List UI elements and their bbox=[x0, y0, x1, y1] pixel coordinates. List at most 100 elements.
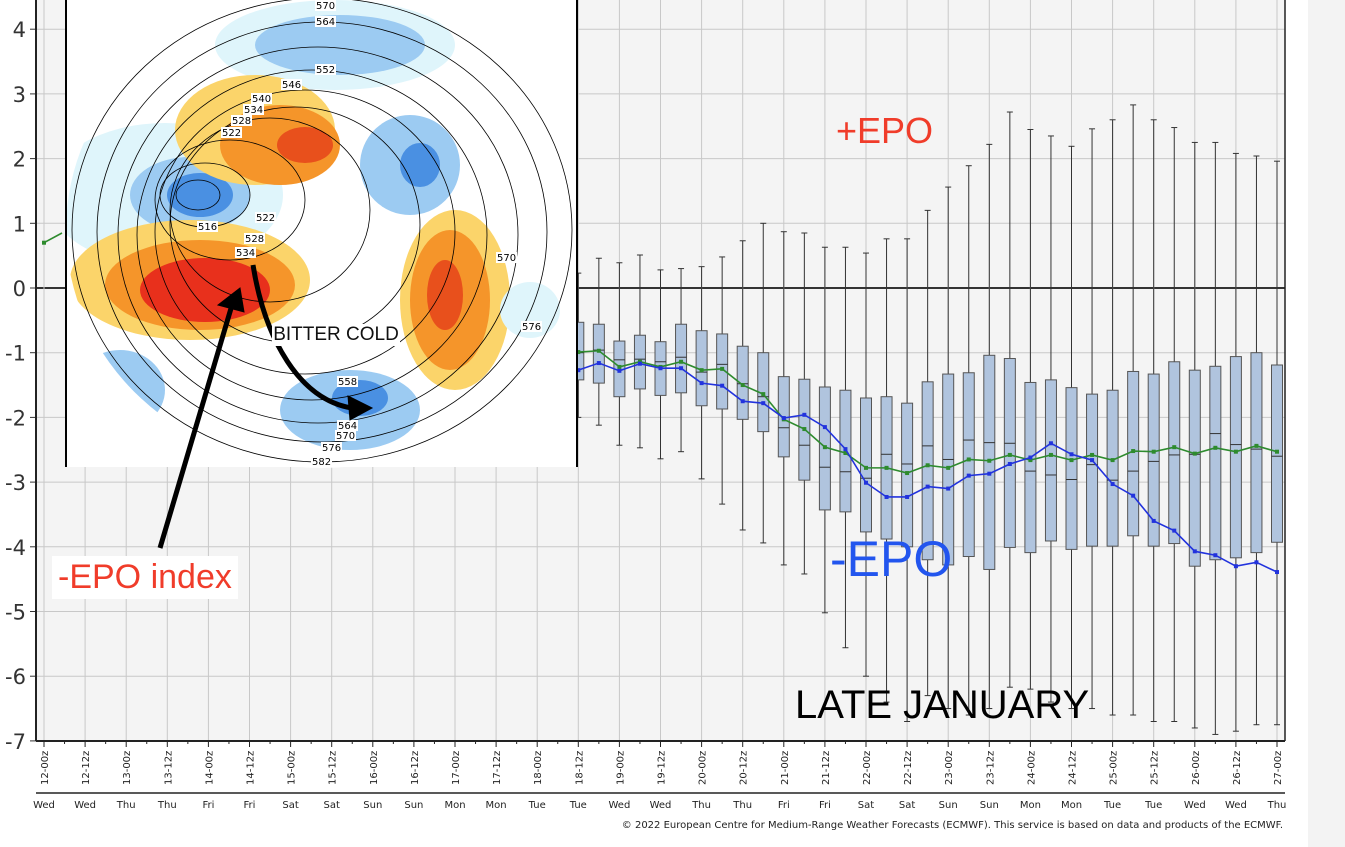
blue-series-point bbox=[637, 361, 642, 366]
y-tick-label: 3 bbox=[13, 83, 26, 107]
box bbox=[1229, 356, 1242, 559]
arrows bbox=[157, 264, 374, 549]
blue-series-point bbox=[1172, 528, 1177, 533]
x-day-label: Sun bbox=[404, 800, 423, 811]
green-series-point bbox=[699, 368, 704, 373]
contour-label-bg bbox=[315, 64, 336, 75]
y-tick-label: 4 bbox=[13, 18, 26, 42]
contour-label-bg bbox=[521, 321, 542, 332]
green-series-point bbox=[576, 350, 581, 355]
green-series-point bbox=[679, 359, 684, 364]
contour-label-bg bbox=[315, 0, 336, 11]
x-day-label: Thu bbox=[116, 800, 136, 811]
contour-label: 516 bbox=[198, 222, 217, 233]
contour-label: 564 bbox=[338, 421, 357, 432]
green-series-point bbox=[802, 427, 807, 432]
blue-series-point bbox=[925, 484, 930, 489]
green-series-point bbox=[843, 450, 848, 455]
box bbox=[592, 323, 605, 384]
box bbox=[1065, 387, 1078, 550]
x-day-label: Fri bbox=[202, 800, 214, 811]
contour-label-bg bbox=[221, 127, 242, 138]
box bbox=[716, 333, 729, 410]
arrow-head-icon bbox=[216, 287, 245, 313]
contour-label-bg bbox=[244, 233, 265, 244]
x-tick-label: 17-00z bbox=[451, 751, 462, 785]
box bbox=[1188, 369, 1201, 567]
green-series-point bbox=[946, 465, 951, 470]
x-day-label: Wed bbox=[74, 800, 96, 811]
green-series-point bbox=[1007, 452, 1012, 457]
contour-label: 570 bbox=[336, 431, 355, 442]
x-day-label: Wed bbox=[33, 800, 55, 811]
blue-series-point bbox=[884, 494, 889, 499]
y-tick-label: 1 bbox=[13, 212, 26, 236]
y-tick-label: -4 bbox=[5, 536, 26, 560]
right-margin bbox=[1308, 0, 1345, 847]
contour-label-bg bbox=[197, 221, 218, 232]
blue-series-point bbox=[1275, 570, 1279, 575]
blue-series-point bbox=[1233, 564, 1238, 569]
contour-label: 552 bbox=[316, 65, 335, 76]
box bbox=[1127, 370, 1140, 537]
contour-label-bg bbox=[243, 104, 264, 115]
green-series-point bbox=[1213, 445, 1218, 450]
blue-series-point bbox=[1028, 455, 1033, 460]
x-tick-label: 19-00z bbox=[615, 751, 626, 785]
box bbox=[736, 345, 749, 420]
x-tick-label: 12-00z bbox=[40, 751, 51, 785]
x-day-label: Sun bbox=[363, 800, 382, 811]
contour-label: 528 bbox=[232, 116, 251, 127]
box bbox=[1024, 381, 1037, 554]
green-series-point bbox=[42, 240, 46, 245]
y-tick-label: 2 bbox=[13, 148, 26, 172]
x-tick-label: 15-12z bbox=[328, 751, 339, 785]
x-tick-label: 24-00z bbox=[1026, 751, 1037, 785]
green-series-point bbox=[1254, 443, 1259, 448]
blue-series-point bbox=[864, 480, 868, 485]
green-series-point bbox=[966, 457, 971, 462]
x-tick-label: 18-00z bbox=[533, 751, 544, 785]
x-day-label: Sun bbox=[980, 800, 999, 811]
x-tick-label: 19-12z bbox=[657, 751, 668, 785]
green-series-point bbox=[596, 348, 601, 353]
x-tick-label: 20-00z bbox=[698, 751, 709, 785]
blue-series-point bbox=[576, 368, 581, 373]
x-tick-label: 25-00z bbox=[1109, 751, 1120, 785]
contour-label-bg bbox=[337, 376, 358, 387]
blue-series-point bbox=[1090, 458, 1095, 463]
contour-label-bg bbox=[496, 252, 517, 263]
x-tick-label: 12-12z bbox=[81, 751, 92, 785]
x-tick-label: 23-12z bbox=[985, 751, 996, 785]
contour-label-bg bbox=[315, 16, 336, 27]
contour-label: 558 bbox=[338, 377, 357, 388]
green-series-point bbox=[884, 465, 889, 470]
contour-label: 570 bbox=[316, 1, 335, 12]
green-series-point bbox=[720, 366, 725, 371]
blue-series-point bbox=[843, 447, 848, 452]
green-series-point bbox=[1172, 445, 1177, 450]
x-day-label: Sat bbox=[282, 800, 298, 811]
box bbox=[1147, 373, 1160, 547]
x-tick-label: 18-12z bbox=[574, 751, 585, 785]
green-series-point bbox=[925, 463, 930, 468]
contour-label-bg bbox=[251, 93, 272, 104]
blue-series-point bbox=[802, 412, 807, 417]
x-day-label: Fri bbox=[778, 800, 790, 811]
series-lines bbox=[42, 232, 1279, 575]
contour-label-bg bbox=[255, 212, 276, 223]
blue-series-point bbox=[1007, 461, 1012, 466]
blue-series-point bbox=[617, 368, 622, 373]
x-day-label: Thu bbox=[732, 800, 752, 811]
box bbox=[1086, 393, 1099, 547]
x-day-label: Thu bbox=[1267, 800, 1287, 811]
contour-label-bg bbox=[335, 430, 356, 441]
x-tick-label: 14-00z bbox=[204, 751, 215, 785]
green-series-point bbox=[1151, 449, 1156, 454]
green-series-line bbox=[43, 232, 63, 244]
green-series-point bbox=[822, 445, 827, 450]
x-tick-label: 21-12z bbox=[821, 751, 832, 785]
blue-series-point bbox=[905, 494, 910, 499]
x-day-label: Tue bbox=[569, 800, 587, 811]
